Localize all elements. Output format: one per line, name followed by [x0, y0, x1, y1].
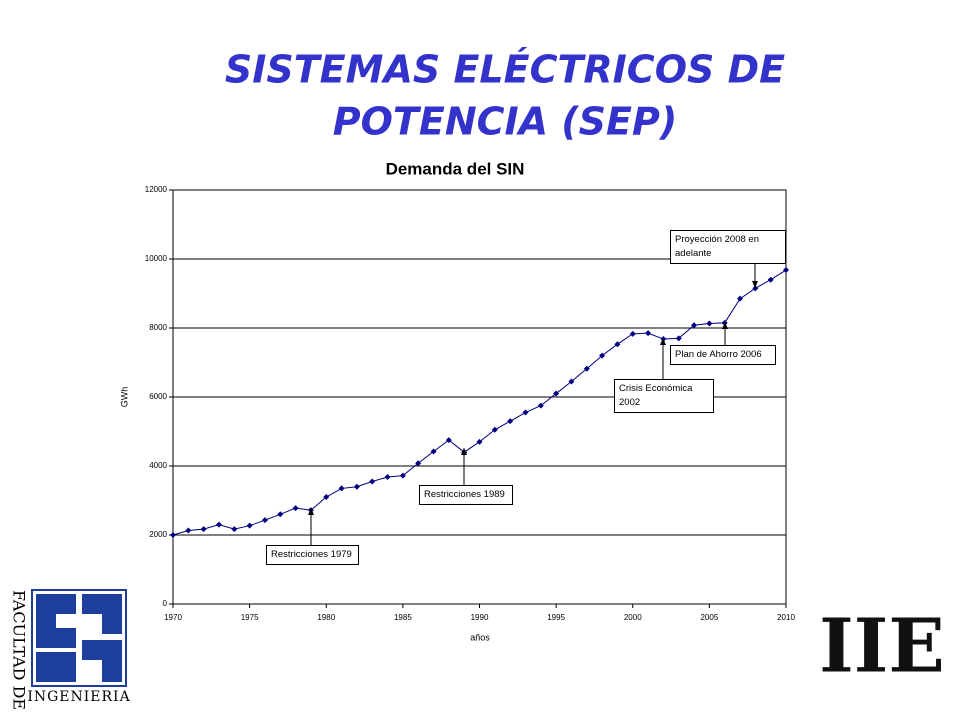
data-point [353, 483, 360, 490]
data-point [200, 526, 207, 533]
data-point [752, 285, 759, 292]
annotation-arrowhead [461, 448, 467, 455]
x-tick-label: 2005 [700, 613, 718, 622]
data-point [415, 460, 422, 467]
data-point [629, 330, 636, 337]
data-point [369, 478, 376, 485]
data-point [445, 437, 452, 444]
data-point [645, 330, 652, 337]
data-point [323, 494, 330, 501]
annotation: Proyección 2008 en adelante [670, 230, 786, 264]
data-point [430, 448, 437, 455]
plot-frame [172, 189, 787, 605]
data-point [215, 521, 222, 528]
data-point [261, 517, 268, 524]
data-point [553, 390, 560, 397]
slide-title: POTENCIA (SEP) [333, 100, 677, 144]
data-point [568, 378, 575, 385]
x-tick-label: 1995 [547, 613, 565, 622]
data-point [246, 522, 253, 529]
x-axis-label: años [470, 632, 490, 642]
data-point [491, 426, 498, 433]
institute-logo: IIE [819, 604, 945, 690]
data-point [583, 365, 590, 372]
data-point [170, 532, 176, 538]
faculty-name: INGENIERIA [27, 689, 130, 705]
annotation: Plan de Ahorro 2006 [670, 345, 776, 365]
y-tick-label: 10000 [145, 254, 168, 263]
data-point [277, 511, 284, 518]
x-tick-label: 1990 [471, 613, 489, 622]
data-point [476, 438, 483, 445]
data-point [522, 409, 529, 416]
faculty-name: FACULTAD DE [10, 590, 29, 710]
annotation-arrowhead [722, 322, 728, 329]
data-point [737, 295, 744, 302]
y-tick-label: 8000 [149, 323, 167, 332]
x-tick-label: 1980 [317, 613, 335, 622]
chart-title: Demanda del SIN [386, 159, 525, 178]
y-tick-label: 12000 [145, 185, 168, 194]
annotation-arrowhead [308, 508, 314, 515]
annotation: Restricciones 1989 [419, 485, 513, 505]
annotation: Crisis Económica 2002 [614, 379, 714, 413]
x-tick-label: 2000 [624, 613, 642, 622]
x-tick-label: 2010 [777, 613, 795, 622]
y-tick-label: 2000 [149, 530, 167, 539]
data-point [614, 341, 621, 348]
x-tick-label: 1985 [394, 613, 412, 622]
x-tick-label: 1975 [241, 613, 259, 622]
annotation-arrowhead [752, 281, 758, 288]
data-point [185, 527, 192, 534]
annotation: Restricciones 1979 [266, 545, 359, 565]
y-tick-label: 4000 [149, 461, 167, 470]
x-tick-label: 1970 [164, 613, 182, 622]
y-tick-label: 0 [163, 599, 168, 608]
annotation-arrowhead [660, 338, 666, 345]
faculty-logo: FACULTAD DE INGENIERIA [10, 589, 130, 710]
data-point [599, 352, 606, 359]
data-point [537, 402, 544, 409]
data-point [384, 474, 391, 481]
data-point [783, 267, 789, 274]
data-point [767, 276, 774, 283]
data-point [675, 335, 682, 342]
data-point [691, 322, 698, 329]
y-axis-label: GWh [119, 387, 129, 408]
data-point [399, 472, 406, 479]
data-point [507, 418, 514, 425]
data-point [231, 526, 238, 533]
slide-title: SISTEMAS ELÉCTRICOS DE [225, 48, 785, 92]
data-point [338, 485, 345, 492]
data-point [706, 320, 713, 327]
data-point [292, 505, 299, 512]
y-tick-label: 6000 [149, 392, 167, 401]
